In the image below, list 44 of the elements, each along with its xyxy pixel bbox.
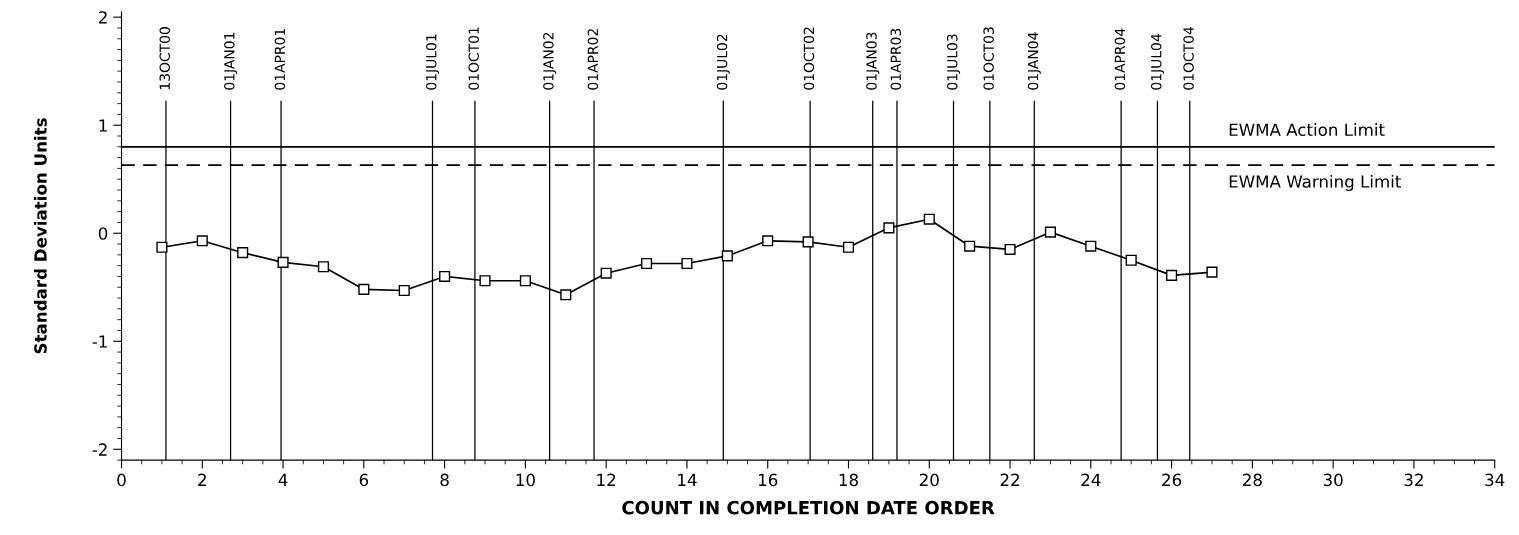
x-tick-label: 20 — [919, 473, 939, 487]
ref-line-label: 01JAN03 — [866, 32, 880, 90]
x-tick-label: 14 — [678, 473, 697, 486]
x-tick-label: 2 — [198, 473, 206, 486]
y-tick-label: 0 — [98, 227, 108, 240]
x-tick-label: 4 — [278, 473, 288, 486]
ref-line-label: 01OCT03 — [983, 27, 994, 90]
x-tick-label: 6 — [359, 473, 369, 487]
x-tick-label: 22 — [1000, 473, 1019, 486]
x-tick-label: 0 — [117, 473, 126, 487]
ref-line-label: 01JUL03 — [947, 34, 961, 90]
y-tick-label: 2 — [98, 11, 107, 24]
ref-line-label: 01APR04 — [1114, 28, 1126, 90]
y-axis-title: Standard Deviation Units — [33, 118, 47, 354]
x-axis-title: COUNT IN COMPLETION DATE ORDER — [622, 500, 995, 515]
ref-line-label: 01APR01 — [274, 29, 286, 90]
x-tick-label: 18 — [839, 473, 858, 487]
ref-line-label: 01OCT02 — [803, 27, 815, 90]
ref-line-label: 01APR03 — [890, 28, 901, 90]
ref-line-label: 01JAN02 — [543, 32, 557, 90]
x-tick-label: 28 — [1242, 473, 1262, 487]
ref-line-label: 01JAN01 — [224, 32, 238, 90]
y-tick-label: -2 — [92, 443, 107, 456]
x-tick-label: 8 — [440, 473, 449, 487]
ref-line-label: 01OCT04 — [1183, 26, 1194, 90]
ref-line-label: 13OCT00 — [159, 27, 170, 90]
x-tick-label: 24 — [1081, 473, 1101, 486]
ref-line-label: 01APR02 — [587, 29, 599, 90]
ref-line-label: EWMA Action Limit — [1229, 123, 1385, 137]
x-tick-label: 32 — [1404, 473, 1423, 487]
y-tick-label: 1 — [99, 119, 107, 132]
ref-line-label: 01JUL04 — [1150, 34, 1165, 90]
ref-line-label: 01OCT01 — [468, 27, 479, 90]
x-tick-label: 26 — [1162, 473, 1182, 487]
ref-line-label: 01JAN04 — [1027, 32, 1041, 90]
y-tick-label: -1 — [92, 335, 107, 348]
x-tick-label: 30 — [1323, 473, 1343, 487]
x-tick-label: 12 — [597, 473, 616, 486]
ref-line-label: EWMA Warning Limit — [1229, 174, 1401, 192]
x-tick-label: 16 — [758, 473, 778, 487]
x-tick-label: 34 — [1485, 473, 1505, 487]
x-tick-label: 10 — [516, 473, 535, 487]
ref-line-label: 01JUL01 — [426, 34, 440, 90]
ref-line-label: 01JUL02 — [716, 34, 730, 90]
